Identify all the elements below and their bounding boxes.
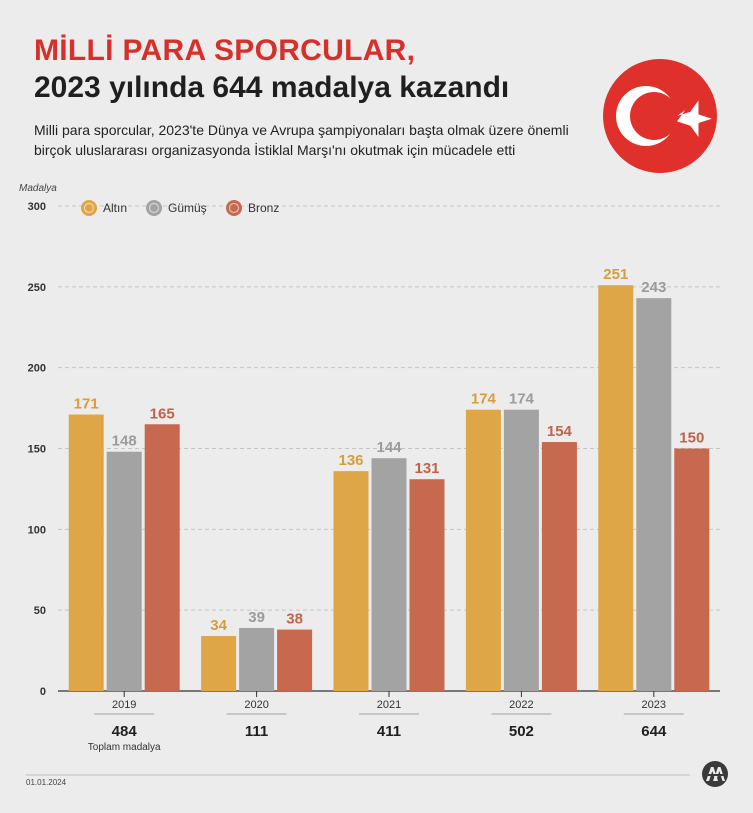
legend-label: Bronz <box>248 201 279 215</box>
bar-value-label: 148 <box>112 433 137 450</box>
bar-value-label: 154 <box>547 423 573 440</box>
x-tick-label: 2023 <box>642 699 666 711</box>
turkish-flag-icon <box>603 59 717 173</box>
aa-logo-icon <box>702 761 728 787</box>
total-value: 411 <box>377 723 401 740</box>
bar-value-label: 136 <box>338 452 363 469</box>
bar-value-label: 174 <box>509 391 535 408</box>
legend-medal-ring <box>228 202 240 214</box>
bar-value-label: 243 <box>641 279 666 296</box>
bar-value-label: 251 <box>603 266 628 283</box>
legend-medal-ring <box>83 202 95 214</box>
bar-value-label: 171 <box>74 396 99 413</box>
page-title-line2: 2023 yılında 644 madalya kazandı <box>34 71 510 104</box>
publish-date: 01.01.2024 <box>26 778 67 787</box>
bar <box>598 285 634 691</box>
total-value: 502 <box>509 723 534 740</box>
y-axis-label: Madalya <box>19 183 57 194</box>
bar-value-label: 150 <box>679 430 704 447</box>
legend-medal-icon <box>146 200 162 216</box>
total-value: 111 <box>245 723 268 740</box>
total-value: 644 <box>641 723 667 740</box>
y-tick-label: 50 <box>34 605 46 617</box>
total-value: 484 <box>112 723 138 740</box>
x-tick-label: 2020 <box>244 699 268 711</box>
y-tick-label: 300 <box>28 201 46 213</box>
bar <box>277 629 313 691</box>
y-tick-label: 200 <box>28 363 46 375</box>
bar <box>106 451 142 691</box>
bar <box>465 409 501 691</box>
bar <box>239 627 275 691</box>
y-tick-label: 150 <box>28 444 46 456</box>
x-tick-label: 2021 <box>377 699 401 711</box>
bar-value-label: 144 <box>376 439 402 456</box>
bar <box>68 414 104 691</box>
legend-label: Altın <box>103 201 127 215</box>
page-subtitle: Milli para sporcular, 2023'te Dünya ve A… <box>34 122 569 158</box>
bar-value-label: 39 <box>248 609 265 626</box>
bar-value-label: 34 <box>210 617 227 634</box>
legend-medal-icon <box>81 200 97 216</box>
bar <box>409 479 445 691</box>
bar <box>201 636 237 691</box>
bar <box>636 298 672 691</box>
bar <box>674 448 710 691</box>
bar <box>144 424 180 691</box>
legend-medal-ring <box>148 202 160 214</box>
bar-value-label: 165 <box>150 405 175 422</box>
totals-label: Toplam madalya <box>88 742 161 753</box>
y-tick-label: 250 <box>28 282 46 294</box>
y-tick-label: 100 <box>28 524 46 536</box>
bar-value-label: 131 <box>414 460 439 477</box>
bar <box>371 458 407 691</box>
x-tick-label: 2022 <box>509 699 533 711</box>
page-title-line1: MİLLİ PARA SPORCULAR, <box>34 34 416 67</box>
bar <box>503 409 539 691</box>
bar <box>541 442 577 691</box>
bar-value-label: 174 <box>471 391 497 408</box>
legend-medal-icon <box>226 200 242 216</box>
y-tick-label: 0 <box>40 686 46 698</box>
legend-label: Gümüş <box>168 201 207 215</box>
bar <box>333 471 369 691</box>
x-tick-label: 2019 <box>112 699 136 711</box>
bar-value-label: 38 <box>286 611 303 628</box>
